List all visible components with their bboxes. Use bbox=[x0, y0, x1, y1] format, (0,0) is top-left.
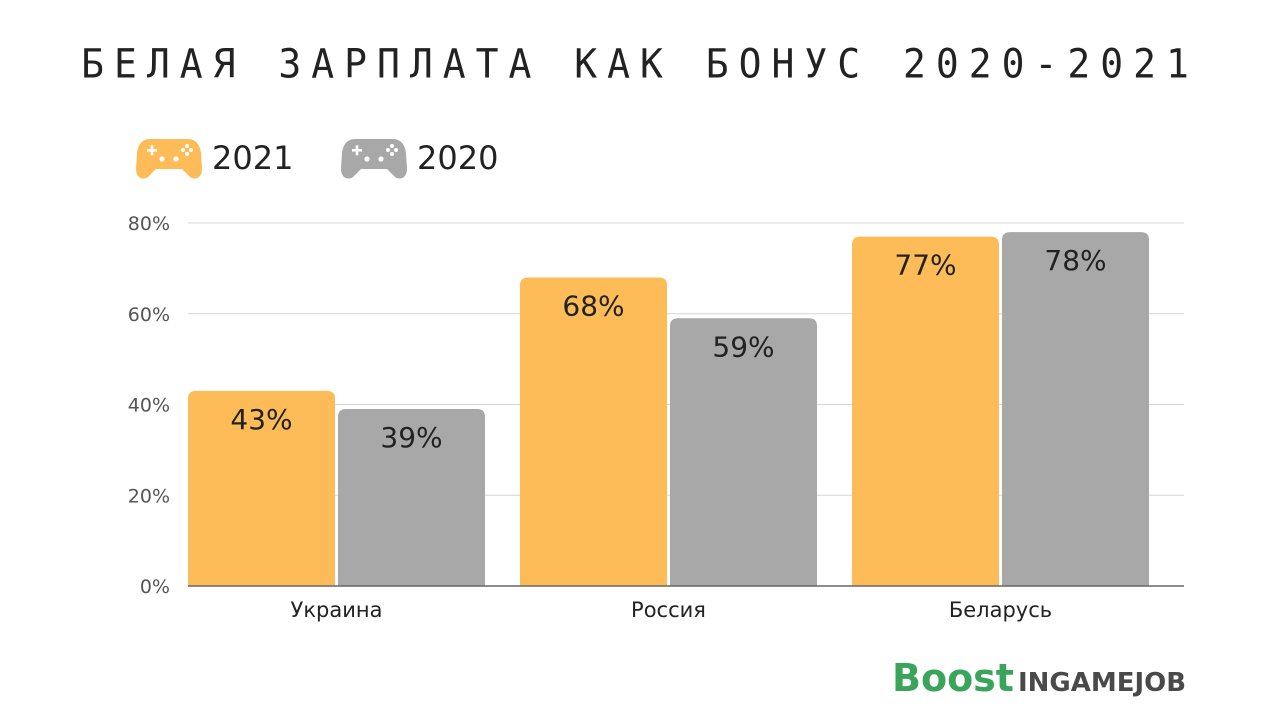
x-tick-label: Украина bbox=[291, 598, 383, 622]
legend-item-2021: 2021 bbox=[136, 133, 293, 183]
data-label: 68% bbox=[562, 289, 624, 322]
chart-title: БЕЛАЯ ЗАРПЛАТА КАК БОНУС 2020-2021 bbox=[81, 40, 1199, 88]
brand-logo-boost: Boost bbox=[892, 656, 1014, 700]
y-tick-label: 80% bbox=[128, 213, 170, 235]
legend-label-2021: 2021 bbox=[212, 139, 294, 177]
y-tick-label: 0% bbox=[140, 576, 170, 598]
data-label: 43% bbox=[230, 403, 292, 436]
brand-logo: Boost INGAMEJOB bbox=[892, 656, 1186, 700]
bar bbox=[852, 236, 999, 587]
data-label: 78% bbox=[1044, 244, 1106, 277]
gamepad-icon bbox=[136, 139, 202, 179]
bar bbox=[670, 318, 817, 586]
data-label: 77% bbox=[894, 249, 956, 282]
bar bbox=[338, 409, 485, 586]
brand-logo-ingamejob: INGAMEJOB bbox=[1017, 668, 1187, 698]
bar bbox=[1002, 232, 1149, 586]
y-tick-label: 20% bbox=[128, 485, 170, 507]
y-tick-label: 40% bbox=[128, 395, 170, 417]
data-label: 39% bbox=[380, 421, 442, 454]
legend-label-2020: 2020 bbox=[417, 139, 499, 177]
legend-item-2020: 2020 bbox=[341, 133, 498, 183]
x-tick-label: Беларусь bbox=[949, 598, 1052, 622]
data-label: 59% bbox=[712, 330, 774, 363]
bar bbox=[520, 277, 667, 586]
bar bbox=[188, 390, 335, 586]
y-tick-label: 60% bbox=[128, 304, 170, 326]
x-tick-label: Россия bbox=[631, 598, 706, 622]
gamepad-icon bbox=[341, 139, 407, 179]
